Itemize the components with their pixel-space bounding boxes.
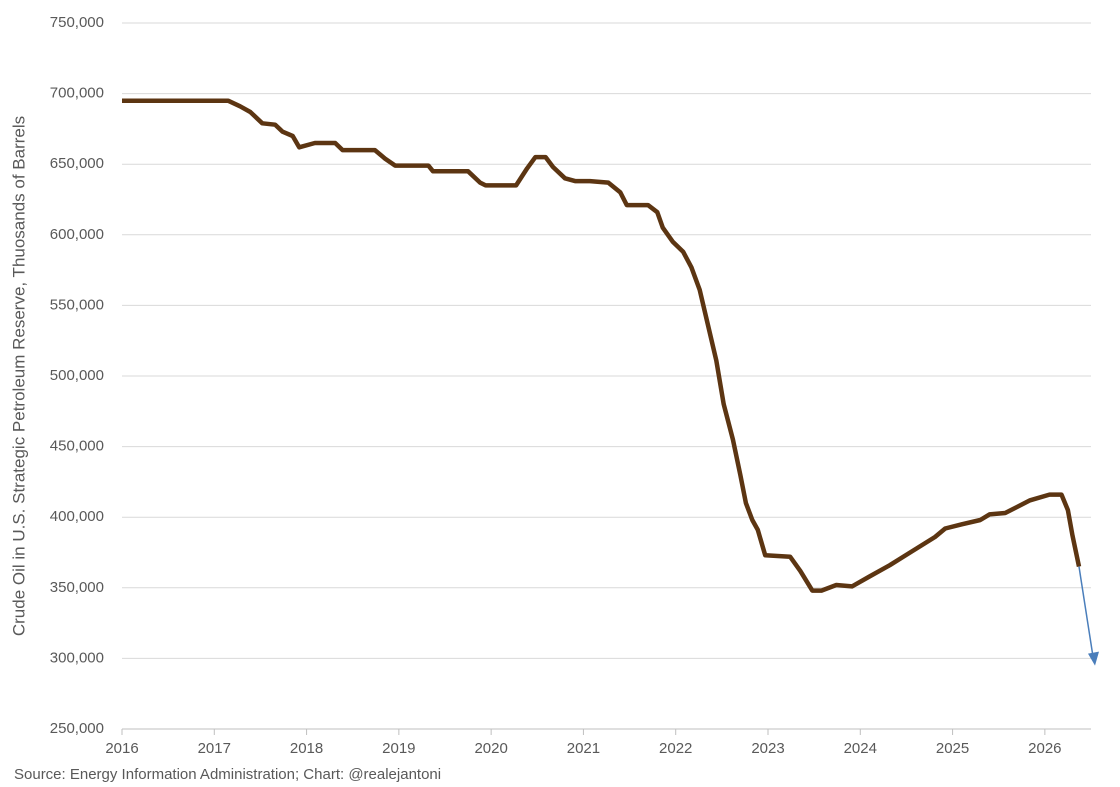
x-tick-label: 2021 [567, 740, 600, 757]
y-tick-label: 700,000 [50, 85, 104, 102]
data-line [122, 98, 1082, 593]
arrow-head [1088, 651, 1100, 666]
x-tick-label: 2023 [751, 740, 784, 757]
y-tick-label: 450,000 [50, 438, 104, 455]
y-tick-label: 550,000 [50, 296, 104, 313]
x-tick-label: 2018 [290, 740, 323, 757]
y-tick-label: 500,000 [50, 367, 104, 384]
y-tick-label: 750,000 [50, 14, 104, 31]
y-axis-title: Crude Oil in U.S. Strategic Petroleum Re… [9, 116, 28, 636]
x-tick-label: 2016 [105, 740, 138, 757]
y-tick-label: 400,000 [50, 508, 104, 525]
x-tick-label: 2026 [1028, 740, 1061, 757]
y-tick-label: 300,000 [50, 649, 104, 666]
x-tick-label: 2020 [474, 740, 507, 757]
x-tick-label: 2019 [382, 740, 415, 757]
y-tick-label: 650,000 [50, 155, 104, 172]
y-tick-label: 350,000 [50, 579, 104, 596]
source-note: Source: Energy Information Administratio… [14, 766, 441, 783]
projection-arrow [1078, 566, 1094, 657]
x-tick-label: 2025 [936, 740, 969, 757]
x-tick-label: 2022 [659, 740, 692, 757]
x-tick-label: 2017 [198, 740, 231, 757]
y-tick-label: 600,000 [50, 226, 104, 243]
x-tick-label: 2024 [844, 740, 877, 757]
y-tick-label: 250,000 [50, 720, 104, 737]
